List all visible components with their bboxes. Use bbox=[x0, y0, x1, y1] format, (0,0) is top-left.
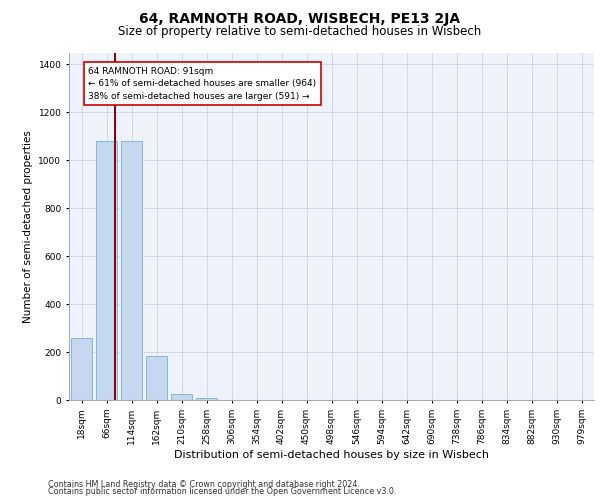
Bar bbox=[196, 398, 217, 400]
Bar bbox=[171, 394, 192, 400]
Text: 64, RAMNOTH ROAD, WISBECH, PE13 2JA: 64, RAMNOTH ROAD, WISBECH, PE13 2JA bbox=[139, 12, 461, 26]
Text: Contains public sector information licensed under the Open Government Licence v3: Contains public sector information licen… bbox=[48, 487, 397, 496]
Y-axis label: Number of semi-detached properties: Number of semi-detached properties bbox=[23, 130, 33, 322]
Text: 64 RAMNOTH ROAD: 91sqm
← 61% of semi-detached houses are smaller (964)
38% of se: 64 RAMNOTH ROAD: 91sqm ← 61% of semi-det… bbox=[89, 67, 317, 101]
Bar bbox=[121, 141, 142, 400]
Bar bbox=[146, 356, 167, 400]
Bar bbox=[96, 141, 117, 400]
Text: Contains HM Land Registry data © Crown copyright and database right 2024.: Contains HM Land Registry data © Crown c… bbox=[48, 480, 360, 489]
Bar bbox=[71, 338, 92, 400]
Text: Size of property relative to semi-detached houses in Wisbech: Size of property relative to semi-detach… bbox=[118, 25, 482, 38]
X-axis label: Distribution of semi-detached houses by size in Wisbech: Distribution of semi-detached houses by … bbox=[174, 450, 489, 460]
